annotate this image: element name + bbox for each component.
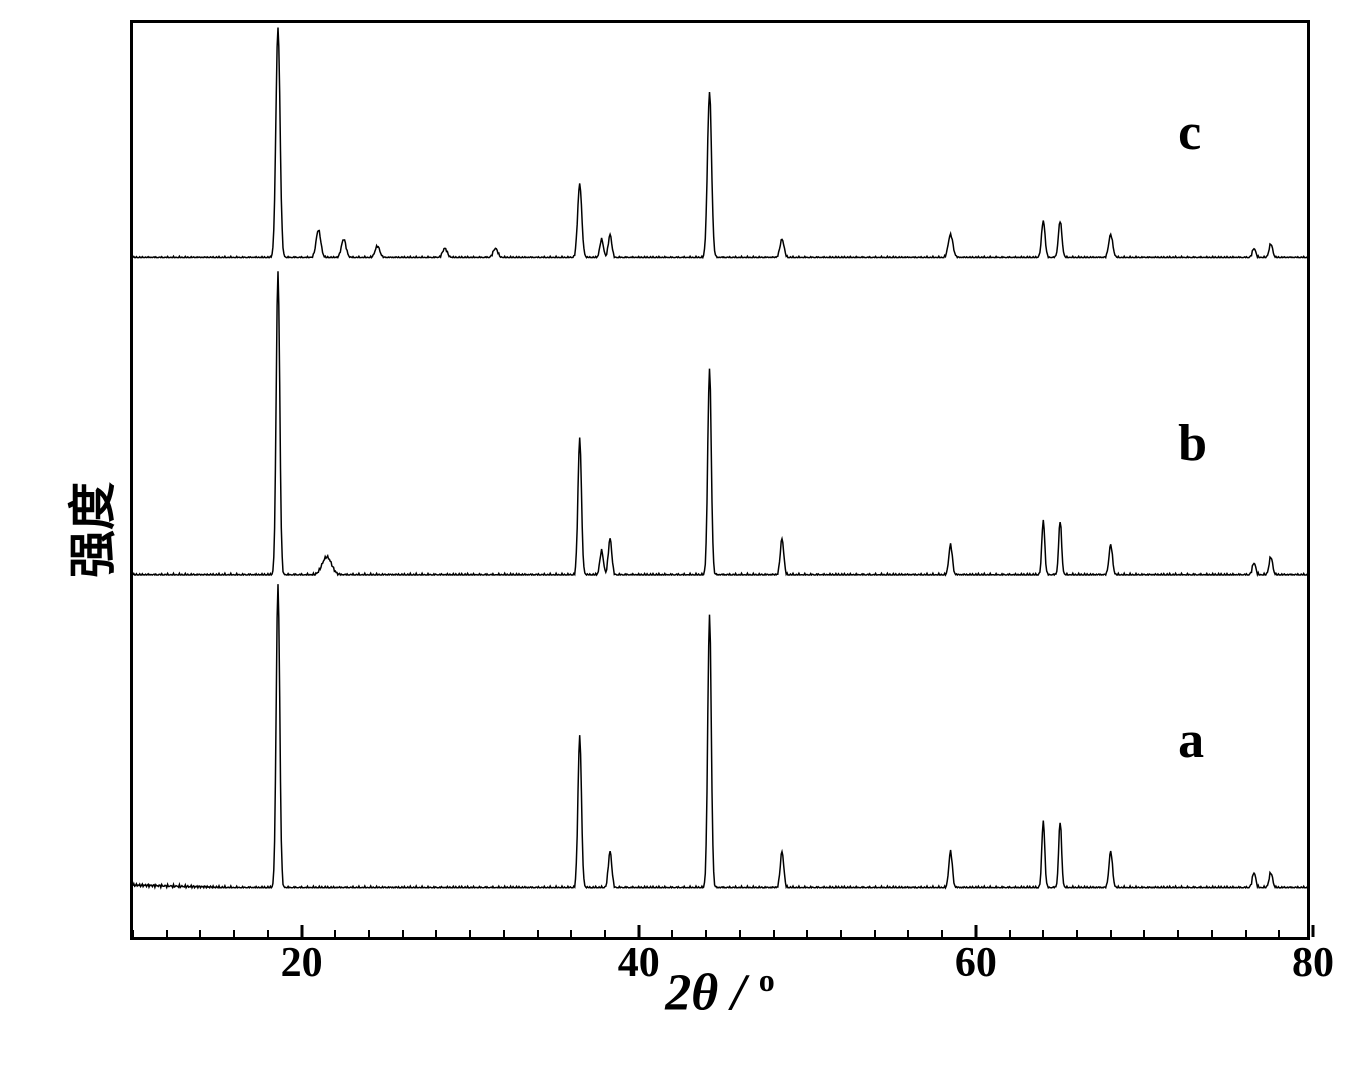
series-line-c — [133, 28, 1307, 258]
series-label-c: c — [1178, 103, 1201, 162]
x-tick — [1312, 925, 1315, 937]
x-tick-label: 60 — [955, 939, 997, 987]
x-tick-label: 40 — [618, 939, 660, 987]
y-axis-label: 强度 — [53, 482, 123, 578]
x-tick-label: 80 — [1292, 939, 1334, 987]
xlabel-theta: 2θ / — [665, 964, 758, 1021]
xrd-chart: 强度 2θ / o 20406080abc — [90, 10, 1350, 1050]
xlabel-degree: o — [759, 962, 775, 998]
series-c — [133, 23, 1307, 943]
x-tick-label: 20 — [281, 939, 323, 987]
x-axis-label: 2θ / o — [665, 962, 774, 1022]
plot-area: 2θ / o 20406080abc — [130, 20, 1310, 940]
